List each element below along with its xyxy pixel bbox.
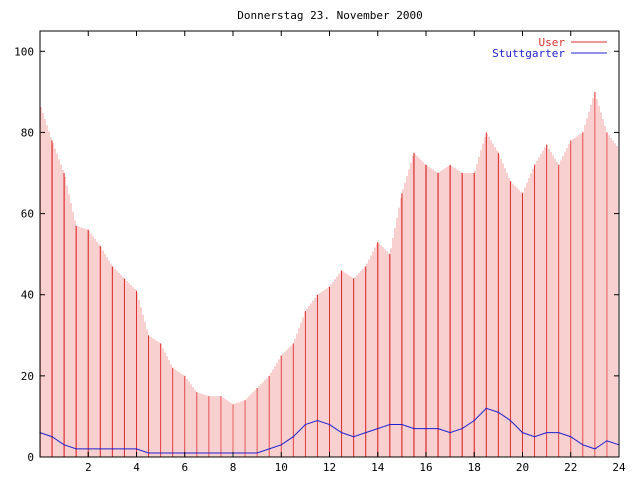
x-tick-label: 6 xyxy=(181,461,188,474)
stuttgarter-point xyxy=(220,452,222,454)
stuttgarter-point xyxy=(485,407,487,409)
x-tick-label: 12 xyxy=(323,461,336,474)
stuttgarter-point xyxy=(51,436,53,438)
x-tick-label: 4 xyxy=(133,461,140,474)
stuttgarter-point xyxy=(389,423,391,426)
y-tick-label: 80 xyxy=(21,126,34,139)
stuttgarter-point xyxy=(328,423,331,426)
stuttgarter-point xyxy=(461,428,463,430)
stuttgarter-point xyxy=(449,432,451,434)
x-tick-label: 20 xyxy=(516,461,529,474)
stuttgarter-point xyxy=(87,448,89,450)
stuttgarter-point xyxy=(377,428,379,430)
y-tick-label: 0 xyxy=(27,451,34,464)
x-tick-label: 2 xyxy=(85,461,92,474)
x-tick-label: 8 xyxy=(230,461,237,474)
stuttgarter-point xyxy=(292,436,294,438)
stuttgarter-point xyxy=(160,452,162,454)
chart-title: Donnerstag 23. November 2000 xyxy=(237,9,422,22)
stuttgarter-point xyxy=(353,436,355,438)
y-tick-label: 40 xyxy=(21,289,34,302)
stuttgarter-point xyxy=(196,452,198,454)
stuttgarter-point xyxy=(316,419,319,422)
stuttgarter-point xyxy=(594,448,596,450)
user-bar-fill xyxy=(40,92,618,457)
stuttgarter-point xyxy=(606,440,608,442)
stuttgarter-point xyxy=(63,444,65,446)
x-tick-label: 18 xyxy=(468,461,481,474)
x-tick-label: 10 xyxy=(275,461,288,474)
x-tick-label: 14 xyxy=(371,461,385,474)
stuttgarter-point xyxy=(280,444,282,446)
stuttgarter-point xyxy=(256,452,258,454)
stuttgarter-point xyxy=(340,432,343,434)
stuttgarter-point xyxy=(111,448,113,450)
legend-label-stuttgarter: Stuttgarter xyxy=(492,47,565,60)
stuttgarter-point xyxy=(99,448,101,450)
x-tick-label: 22 xyxy=(564,461,577,474)
stuttgarter-point xyxy=(533,436,536,438)
stuttgarter-point xyxy=(582,444,584,446)
x-tick-label: 24 xyxy=(612,461,626,474)
stuttgarter-point xyxy=(521,432,524,434)
stuttgarter-point xyxy=(244,452,246,454)
stuttgarter-point xyxy=(147,452,150,454)
stuttgarter-point xyxy=(365,432,367,434)
stuttgarter-point xyxy=(413,428,415,430)
stuttgarter-point xyxy=(208,452,210,454)
stuttgarter-point xyxy=(401,423,403,426)
stuttgarter-point xyxy=(425,428,427,430)
stuttgarter-point xyxy=(497,411,499,413)
stuttgarter-point xyxy=(473,419,475,422)
stuttgarter-point xyxy=(123,448,126,450)
y-tick-label: 60 xyxy=(21,208,34,221)
stuttgarter-point xyxy=(546,432,548,434)
x-tick-label: 16 xyxy=(419,461,432,474)
user-series xyxy=(39,91,620,457)
y-tick-label: 20 xyxy=(21,370,34,383)
y-axis: 0 20 40 60 80 100 xyxy=(14,45,619,464)
stuttgarter-series xyxy=(39,407,620,454)
stuttgarter-point xyxy=(558,432,560,434)
legend-label-user: User xyxy=(539,36,566,49)
stuttgarter-point xyxy=(135,448,138,450)
stuttgarter-point xyxy=(172,452,174,454)
stuttgarter-point xyxy=(75,448,77,450)
x-axis: 2 4 6 8 10 12 14 16 18 20 22 24 xyxy=(85,31,626,474)
stuttgarter-point xyxy=(570,436,572,438)
stuttgarter-point xyxy=(268,448,270,450)
y-tick-label: 100 xyxy=(14,45,34,58)
stuttgarter-point xyxy=(304,423,306,426)
stuttgarter-point xyxy=(437,428,439,430)
legend: User Stuttgarter xyxy=(492,36,607,60)
stuttgarter-point xyxy=(509,419,512,422)
